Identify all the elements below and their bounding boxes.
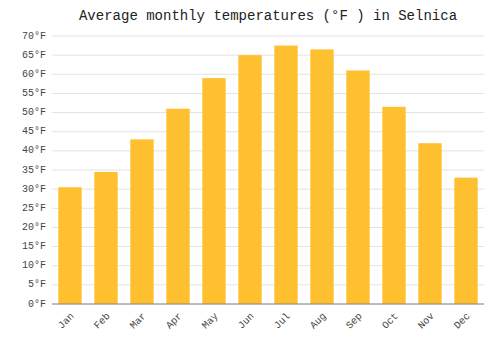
x-tick-label: Jul [272,311,293,332]
y-tick-label: 40°F [22,145,46,156]
bar [94,172,117,304]
bar [166,109,189,304]
x-axis: Jan Feb Mar Apr May Jun Jul Aug Sep Oct Nov Dec [52,304,484,331]
x-tick-label: Aug [308,311,329,332]
chart: 0°F 5°F 10°F 15°F 20°F 25°F 30°F 35°F 40°F 45°F 50… [0,0,500,350]
title: Average monthly temperatures (°F ) in Se… [79,8,457,24]
bar [382,107,405,304]
y-tick-label: 25°F [22,203,46,214]
bar [58,187,81,304]
grid-line [52,112,484,113]
x-tick-label: Jun [236,311,257,332]
grid-line [52,74,484,75]
y-tick-label: 35°F [22,165,46,176]
y-tick-label: 0°F [28,299,46,310]
y-tick-label: 10°F [22,260,46,271]
y-axis: 0°F 5°F 10°F 15°F 20°F 25°F 30°F 35°F 40°F 45°F 50… [22,31,46,310]
x-tick-label: Apr [164,311,185,332]
bars [58,46,477,304]
grid-line [52,36,484,37]
bar [274,46,297,304]
x-axis-line [52,304,484,305]
x-tick-label: Dec [452,311,473,332]
y-tick-label: 15°F [22,241,46,252]
grid-line [52,304,484,305]
x-tick-label: Oct [380,311,401,332]
bar [202,78,225,304]
chart-container: 0°F 5°F 10°F 15°F 20°F 25°F 30°F 35°F 40°F 45°F 50… [0,0,500,350]
bar [346,70,369,304]
bar [238,55,261,304]
x-tick-label: Feb [92,311,113,332]
y-tick-label: 20°F [22,222,46,233]
x-tick-label: Nov [416,311,437,332]
grid-line [52,55,484,56]
y-tick-label: 30°F [22,184,46,195]
grid-line [52,131,484,132]
x-tick-label: Mar [128,311,149,332]
y-grid [52,36,484,304]
x-tick-label: Jan [56,311,77,332]
bar [418,143,441,304]
y-tick-label: 5°F [28,279,46,290]
y-tick-label: 45°F [22,126,46,137]
grid-line [52,93,484,94]
x-tick-label: Sep [344,311,365,332]
x-tick-label: May [200,311,221,332]
y-tick-label: 65°F [22,50,46,61]
bar [310,49,333,304]
y-tick-label: 55°F [22,88,46,99]
y-tick-label: 70°F [22,31,46,42]
y-tick-label: 60°F [22,69,46,80]
bar [130,139,153,304]
bar [454,178,477,304]
y-tick-label: 50°F [22,107,46,118]
